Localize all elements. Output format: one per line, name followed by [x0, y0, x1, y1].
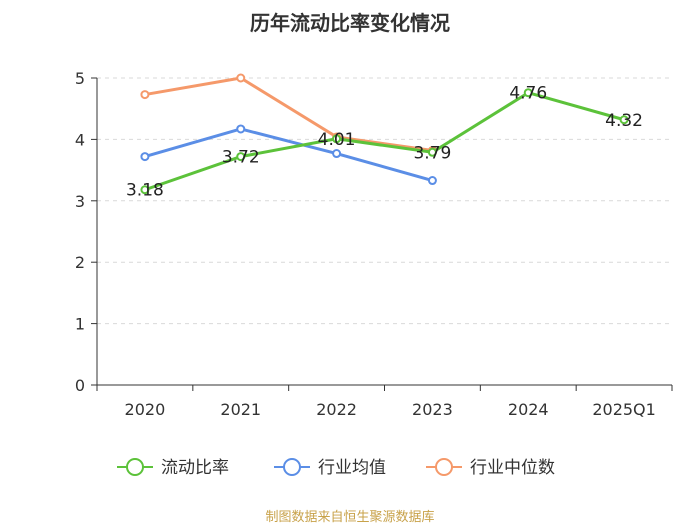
source-note: 制图数据来自恒生聚源数据库 — [265, 509, 434, 525]
x-tick-label: 2023 — [412, 400, 453, 419]
data-point — [427, 176, 437, 186]
data-point — [619, 115, 629, 125]
data-point — [332, 149, 342, 159]
series-line — [144, 76, 433, 152]
legend-item[interactable]: 行业中位数 — [426, 458, 555, 478]
data-point — [140, 185, 150, 195]
data-label: 4.32 — [605, 111, 643, 131]
data-label: 3.18 — [126, 181, 164, 201]
y-tick-label: 2 — [75, 253, 85, 272]
series — [140, 73, 629, 195]
chart-title: 历年流动比率变化情况 — [250, 11, 450, 35]
data-point — [236, 152, 246, 162]
data-label: 4.01 — [318, 130, 356, 150]
legend-item[interactable]: 流动比率 — [117, 458, 229, 478]
x-tick-label: 2022 — [316, 400, 357, 419]
legend-marker — [126, 458, 144, 476]
legend-marker — [283, 458, 301, 476]
y-tick-label: 3 — [75, 192, 85, 211]
legend-label: 流动比率 — [161, 458, 229, 478]
x-tick-label: 2024 — [508, 400, 549, 419]
data-label: 4.76 — [509, 84, 547, 104]
data-point — [332, 134, 342, 144]
x-tick-label: 2025Q1 — [592, 400, 656, 419]
data-labels: 3.18 3.72 4.01 3.79 4.76 4.32 — [126, 84, 643, 201]
data-point — [140, 152, 150, 162]
grid — [97, 77, 672, 325]
legend-item[interactable]: 行业均值 — [274, 458, 386, 478]
x-tick-label: 2020 — [125, 400, 166, 419]
data-label: 3.79 — [413, 143, 451, 163]
y-tick-label: 5 — [75, 69, 85, 88]
data-label: 3.72 — [222, 148, 260, 168]
series-0 — [140, 88, 629, 195]
y-tick-label: 1 — [75, 315, 85, 334]
data-point — [523, 88, 533, 98]
series-line — [144, 91, 625, 192]
y-tick-label: 0 — [75, 376, 85, 395]
legend[interactable]: 流动比率 行业均值 行业中位数 — [117, 458, 555, 478]
series-1 — [140, 124, 437, 186]
data-point — [427, 147, 437, 157]
y-tick-label: 4 — [75, 130, 85, 149]
axes: 0 1 2 3 4 5 2020 2021 2022 2023 2024 2025Q1 — [75, 69, 673, 419]
series-line — [144, 127, 433, 182]
data-point — [140, 90, 150, 100]
legend-marker — [435, 458, 453, 476]
data-point — [236, 73, 246, 83]
data-point — [236, 124, 246, 134]
x-tick-label: 2021 — [220, 400, 261, 419]
legend-label: 行业中位数 — [470, 458, 555, 478]
legend-label: 行业均值 — [318, 458, 386, 478]
